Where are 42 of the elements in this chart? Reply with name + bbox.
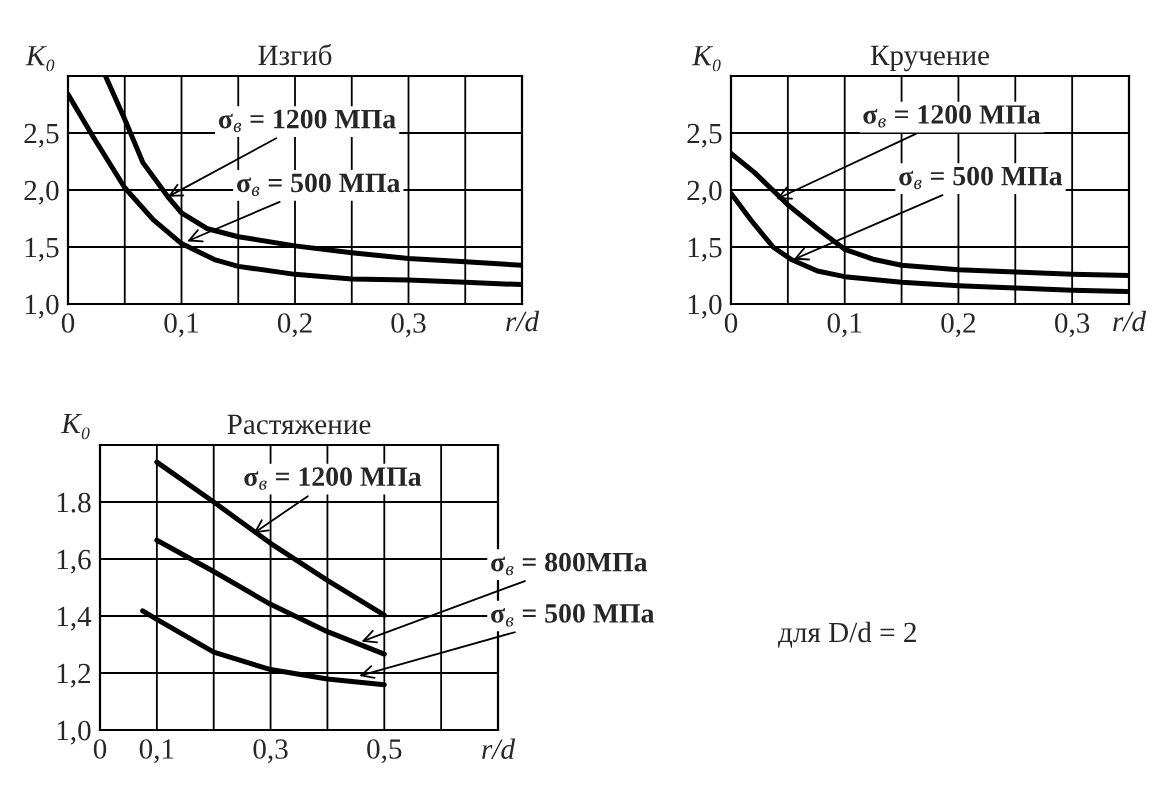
- annotation: σ$_{в}$ = 1200 МПа: [218, 109, 396, 133]
- y-tick-label: 1,5: [688, 237, 722, 262]
- annotation: σ$_{в}$ = 800МПа: [491, 552, 648, 576]
- x-tick-label: 0,3: [391, 313, 426, 338]
- x-tick-label: 0,1: [827, 313, 862, 338]
- text: для D/d = 2: [778, 621, 916, 648]
- x-tick-label: 0,2: [277, 313, 312, 338]
- x-axis-title: r/d: [1113, 310, 1147, 332]
- x-tick-label: 0,3: [253, 739, 288, 764]
- y-tick-label: 1,4: [57, 606, 92, 631]
- annotation: σ$_{в}$ = 500 МПа: [899, 166, 1063, 190]
- y-axis-title: K₀: [60, 413, 90, 440]
- annotation: σ$_{в}$ = 1200 МПа: [863, 105, 1041, 128]
- x-axis-title: r/d: [482, 738, 516, 760]
- y-tick-label: 1,6: [57, 549, 91, 574]
- chart-title: Кручение: [870, 45, 989, 72]
- x-tick-label: 0,3: [1055, 313, 1090, 338]
- annotation: σ$_{в}$ = 500 МПа: [491, 604, 655, 627]
- y-tick-label: 1,0: [25, 294, 59, 319]
- y-tick-label: 2,5: [24, 123, 59, 148]
- y-axis-title: K₀: [691, 46, 721, 72]
- x-tick-label: 0: [724, 313, 738, 333]
- x-tick-label: 0,5: [367, 739, 402, 764]
- y-axis-title: K₀: [25, 46, 55, 72]
- x-tick-label: 0,1: [139, 739, 174, 764]
- y-tick-label: 1,0: [57, 720, 91, 745]
- x-axis-title: r/d: [506, 310, 540, 332]
- chart-title: Изгиб: [258, 44, 332, 66]
- x-tick-label: 0,1: [164, 313, 198, 338]
- annotation: σ$_{в}$ = 1200 МПа: [244, 467, 422, 490]
- y-tick-label: 1,5: [25, 237, 59, 262]
- y-tick-label: 1,0: [688, 294, 722, 319]
- annotation: σ$_{в}$ = 500 МПа: [237, 173, 401, 196]
- y-tick-label: 2,0: [687, 180, 722, 205]
- y-tick-label: 2,0: [24, 180, 59, 205]
- y-tick-label: 2,5: [687, 123, 722, 148]
- x-tick-label: 0,2: [941, 313, 976, 338]
- y-tick-label: 1,2: [57, 663, 91, 688]
- x-tick-label: 0: [61, 313, 75, 333]
- y-tick-label: 1.8: [57, 492, 91, 513]
- chart-title: Растяжение: [227, 414, 371, 435]
- x-tick-label: 0: [93, 739, 107, 759]
